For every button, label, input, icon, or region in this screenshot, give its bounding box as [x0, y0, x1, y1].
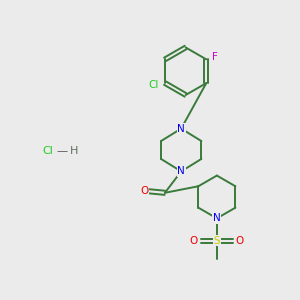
- Text: N: N: [177, 167, 185, 176]
- Text: Cl: Cl: [42, 146, 53, 157]
- Text: O: O: [140, 186, 148, 196]
- Text: —: —: [57, 146, 68, 157]
- Text: N: N: [177, 124, 185, 134]
- Text: O: O: [190, 236, 198, 246]
- Text: H: H: [70, 146, 78, 157]
- Text: Cl: Cl: [148, 80, 159, 90]
- Text: O: O: [236, 236, 244, 246]
- Text: F: F: [212, 52, 218, 62]
- Text: N: N: [213, 213, 221, 224]
- Text: S: S: [214, 236, 220, 246]
